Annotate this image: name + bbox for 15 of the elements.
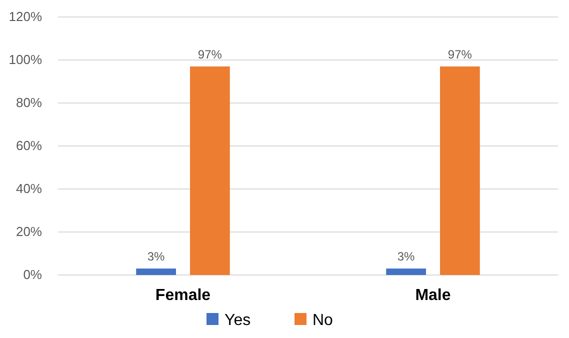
data-label: 97% <box>448 47 472 62</box>
legend-label: Yes <box>224 312 251 329</box>
y-tick-label: 40% <box>16 181 42 196</box>
y-tick-label: 0% <box>23 267 42 282</box>
x-tick-label: Female <box>155 287 211 304</box>
data-label: 97% <box>198 47 222 62</box>
y-tick-label: 60% <box>16 138 42 153</box>
data-label: 3% <box>147 250 166 264</box>
y-tick-label: 100% <box>8 52 42 67</box>
y-tick-label: 80% <box>16 95 42 110</box>
data-label: 3% <box>397 250 416 264</box>
legend-label: No <box>312 312 334 329</box>
x-tick-label: Male <box>415 287 451 304</box>
y-tick-label: 120% <box>8 9 42 24</box>
y-tick-label: 20% <box>16 224 42 239</box>
